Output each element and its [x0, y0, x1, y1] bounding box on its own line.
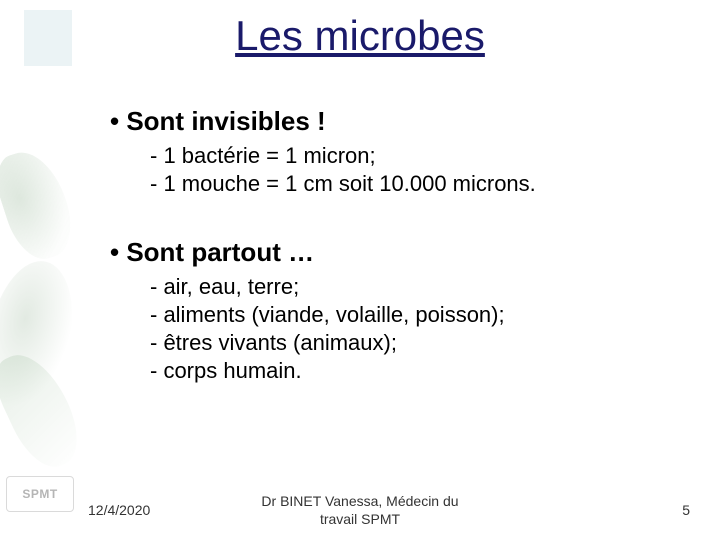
bullet-item: - 1 mouche = 1 cm soit 10.000 microns. — [150, 171, 680, 197]
deco-leaf — [0, 253, 78, 416]
bullet-item: - aliments (viande, volaille, poisson); — [150, 302, 680, 328]
bullet-heading: Sont invisibles ! — [110, 106, 680, 137]
footer-author-line2: travail SPMT — [320, 511, 400, 527]
bullet-item: - êtres vivants (animaux); — [150, 330, 680, 356]
slide-title: Les microbes — [0, 12, 720, 60]
left-decoration: SPMT — [0, 0, 78, 540]
slide: SPMT Les microbes Sont invisibles ! - 1 … — [0, 0, 720, 540]
footer-page-number: 5 — [682, 502, 690, 518]
footer-author: Dr BINET Vanessa, Médecin du travail SPM… — [0, 493, 720, 528]
bullet-heading: Sont partout … — [110, 237, 680, 268]
deco-leaf — [0, 143, 78, 267]
slide-content: Sont invisibles ! - 1 bactérie = 1 micro… — [110, 98, 680, 386]
deco-leaf — [0, 343, 78, 477]
bullet-item: - 1 bactérie = 1 micron; — [150, 143, 680, 169]
footer-author-line1: Dr BINET Vanessa, Médecin du — [261, 493, 458, 509]
bullet-item: - corps humain. — [150, 358, 680, 384]
bullet-item: - air, eau, terre; — [150, 274, 680, 300]
